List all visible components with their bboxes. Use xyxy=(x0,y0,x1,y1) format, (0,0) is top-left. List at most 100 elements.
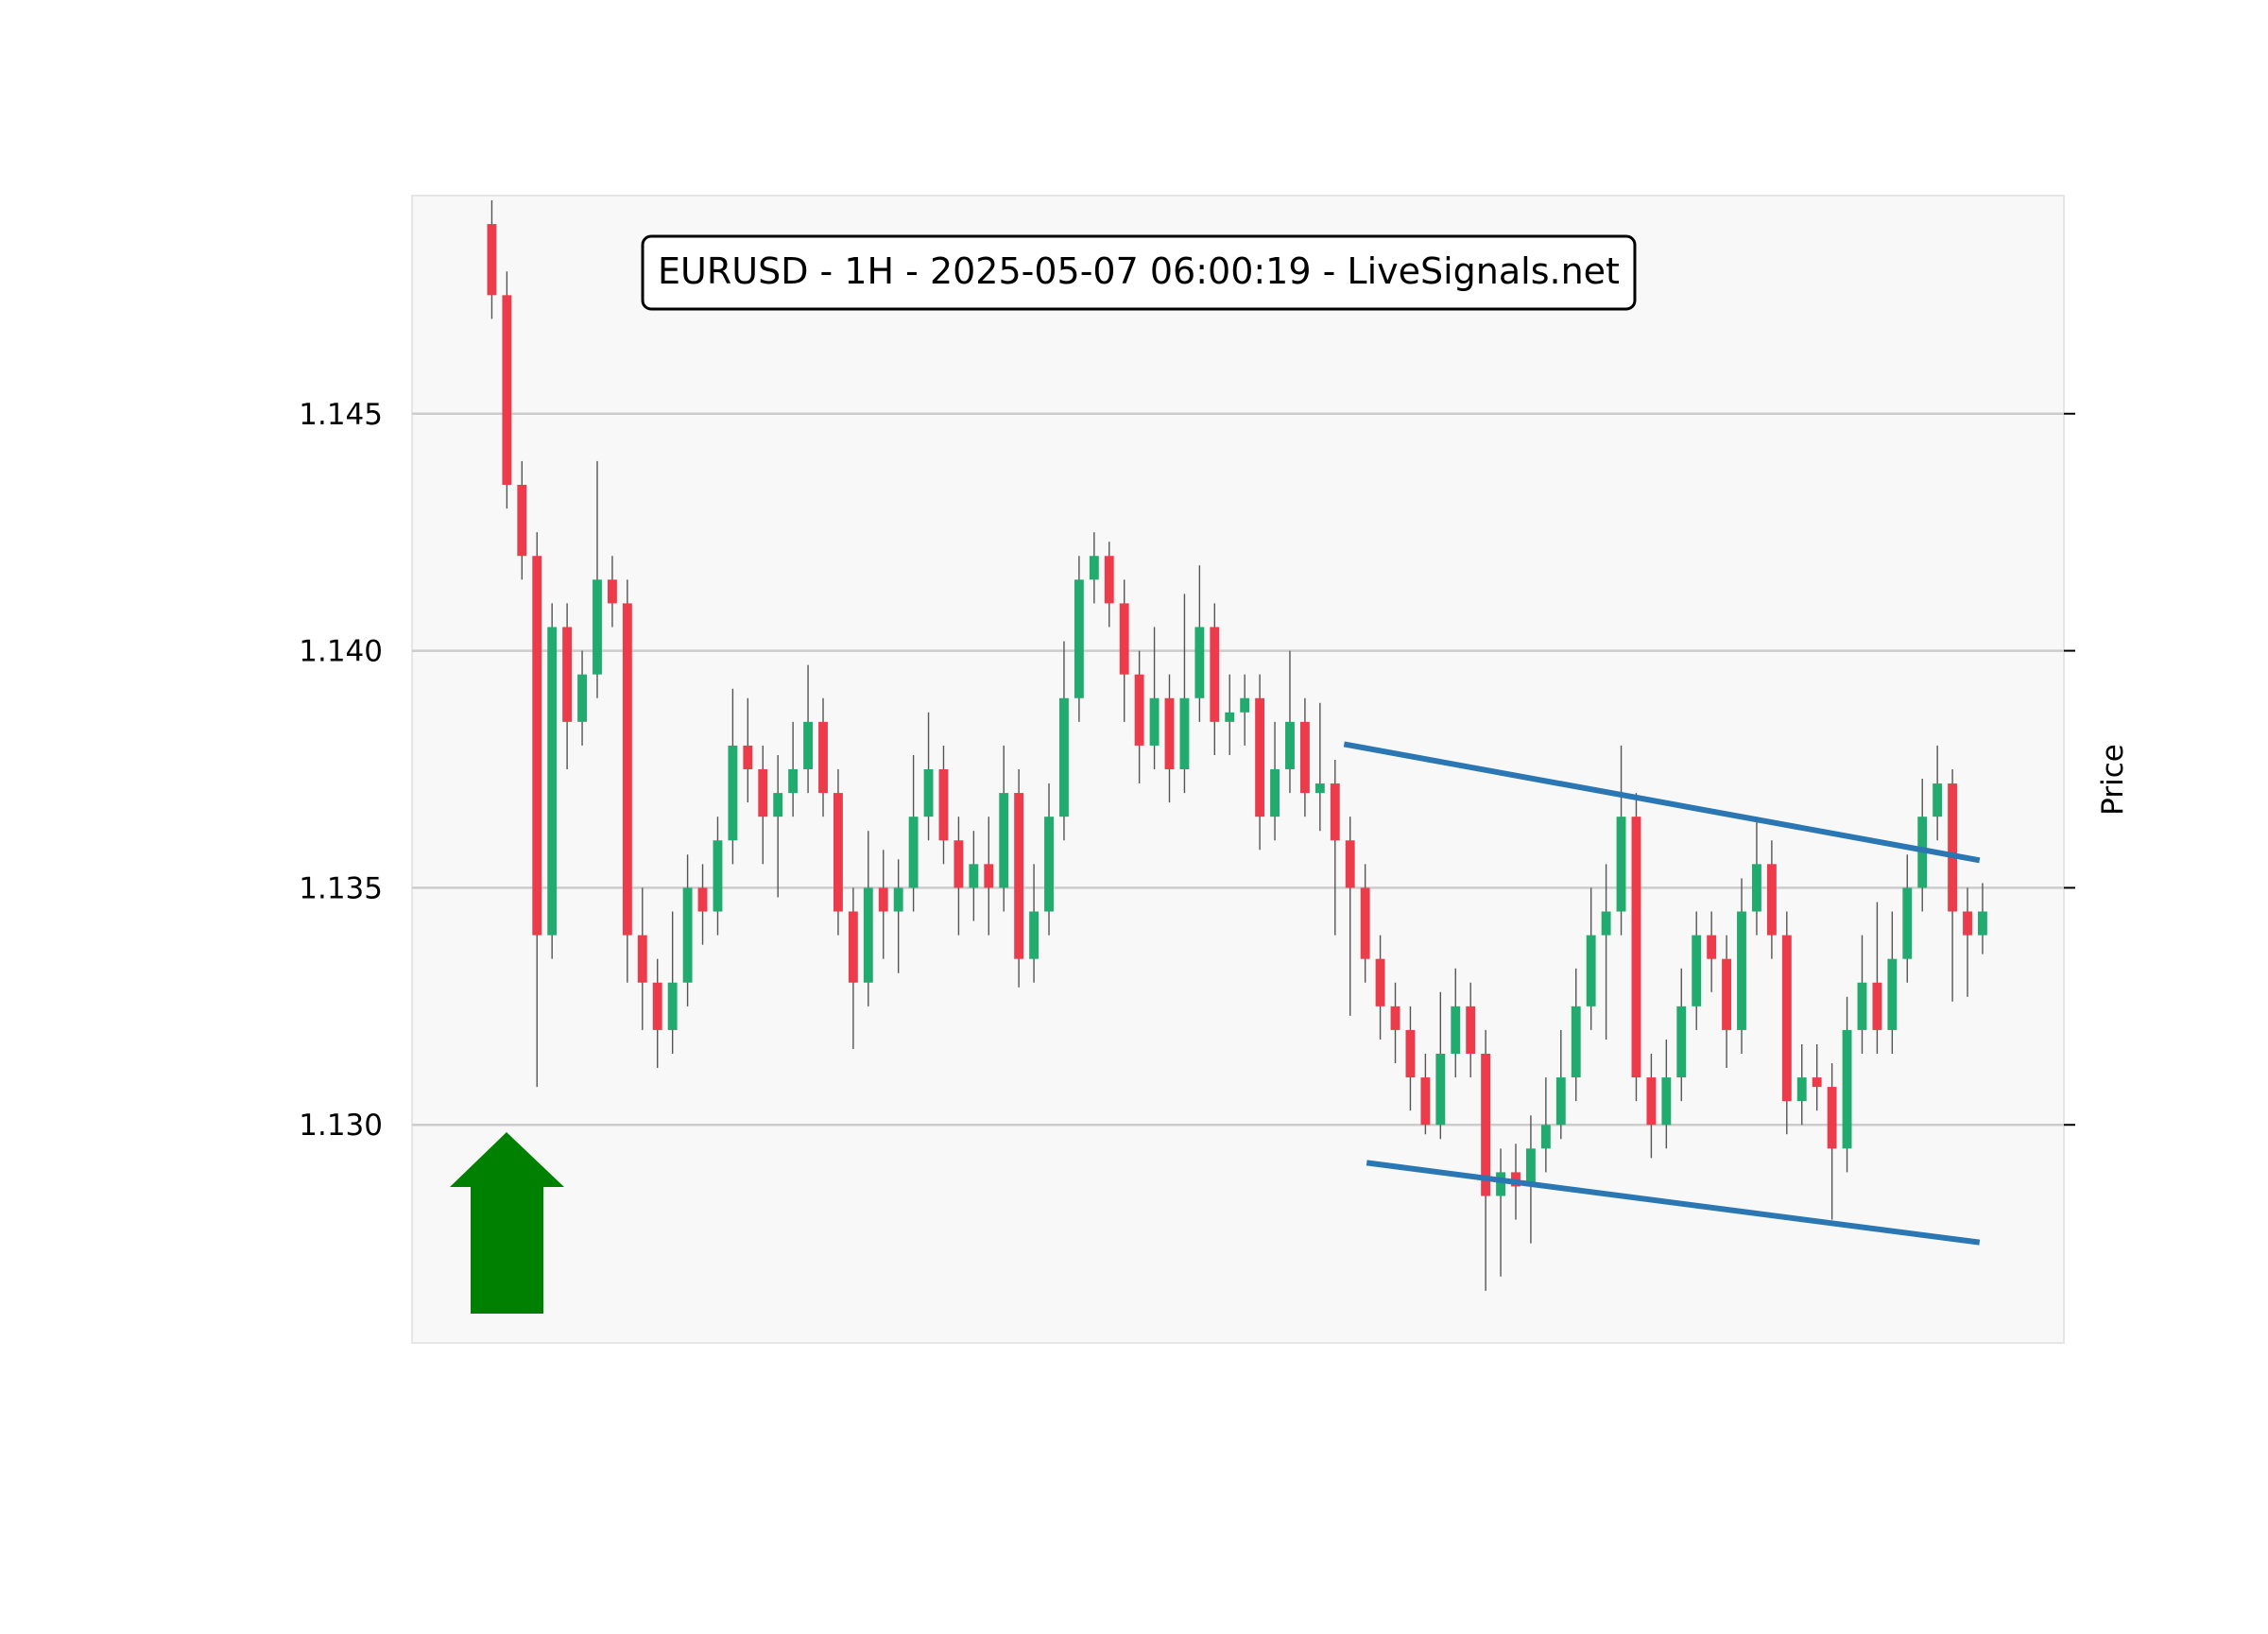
candle-body xyxy=(1210,627,1220,722)
candle-body xyxy=(1676,1006,1687,1078)
trend-lines xyxy=(1343,741,1981,1246)
candle-body xyxy=(1345,840,1355,888)
candle-body xyxy=(1722,958,1732,1030)
candle-body xyxy=(1978,911,1987,936)
candle-body xyxy=(1435,1053,1446,1126)
candle-body xyxy=(803,721,814,769)
candle-body xyxy=(1737,911,1746,1030)
candle-body xyxy=(1299,721,1310,794)
candle-body xyxy=(517,485,527,557)
candle-body xyxy=(1194,627,1205,698)
y-tick-label: 1.130 xyxy=(299,1109,383,1143)
candle-body xyxy=(1104,556,1114,604)
candle-body xyxy=(1812,1077,1822,1088)
title-box xyxy=(641,234,1637,311)
candle-body xyxy=(743,745,753,769)
candle-body xyxy=(577,674,587,722)
candle-body xyxy=(1089,556,1099,580)
candle-body xyxy=(1059,697,1069,817)
candle-body xyxy=(1540,1125,1551,1149)
candle-body xyxy=(728,745,738,841)
candle-body xyxy=(1842,1029,1852,1149)
candle-body xyxy=(1119,603,1129,675)
candle-body xyxy=(1963,911,1972,936)
candle-body xyxy=(908,817,919,888)
candle-body xyxy=(1164,697,1175,769)
candle-body xyxy=(1872,982,1882,1030)
candle-body xyxy=(1044,817,1054,912)
candle-body xyxy=(1074,579,1084,698)
candle-body xyxy=(532,556,542,936)
candle-body xyxy=(1330,783,1340,841)
candle-body xyxy=(1661,1077,1672,1126)
candle-body xyxy=(502,295,512,486)
candle-body xyxy=(773,793,783,817)
candle-body xyxy=(984,864,994,888)
y-tick-label: 1.140 xyxy=(299,635,383,669)
candle-body xyxy=(1225,712,1235,722)
candle-body xyxy=(1646,1077,1657,1126)
candle-body xyxy=(682,887,693,983)
candle-body xyxy=(593,579,602,675)
candle-body xyxy=(758,769,768,817)
candle-body xyxy=(863,887,873,983)
candle-body xyxy=(1420,1077,1431,1126)
candle-body xyxy=(1134,674,1144,746)
candle-body xyxy=(1405,1029,1416,1078)
y-tick-label: 1.145 xyxy=(299,398,383,432)
candle-body xyxy=(1751,864,1761,912)
candle-body xyxy=(1933,783,1943,817)
candle-body xyxy=(1586,935,1596,1006)
candle-body xyxy=(1314,783,1325,794)
trend-line xyxy=(1343,741,1981,864)
candle-body xyxy=(1796,1077,1807,1102)
candle-body xyxy=(1496,1172,1505,1196)
candle-body xyxy=(923,769,934,817)
candle-body xyxy=(1029,911,1040,959)
candle-body xyxy=(562,627,573,722)
candle-body xyxy=(1360,887,1370,959)
candle-body xyxy=(1781,935,1792,1102)
candle-body xyxy=(1707,935,1717,959)
candle-body xyxy=(1270,769,1280,817)
candle-body xyxy=(1466,1006,1476,1054)
candle-body xyxy=(1285,721,1295,769)
candle-body xyxy=(1601,911,1611,936)
candle-body xyxy=(1255,697,1265,817)
candle-body xyxy=(893,887,903,912)
candle-body xyxy=(848,911,858,983)
candle-body xyxy=(1857,982,1867,1030)
candle-body xyxy=(954,840,964,888)
y-axis-label: Price xyxy=(2096,744,2130,816)
candle-body xyxy=(1014,793,1024,959)
candle-body xyxy=(1481,1053,1491,1196)
candle-body xyxy=(1902,887,1913,959)
candle-body xyxy=(1827,1087,1837,1149)
candle-body xyxy=(1375,958,1385,1006)
candle-body xyxy=(697,887,708,912)
candle-body xyxy=(1390,1006,1400,1030)
chart-title: EURUSD - 1H - 2025-05-07 06:00:19 - Live… xyxy=(658,250,1620,292)
plot-area xyxy=(411,195,2065,1344)
candle-body xyxy=(607,579,617,604)
y-tick-label: 1.135 xyxy=(299,871,383,905)
candle-body xyxy=(878,887,888,912)
candle-body xyxy=(818,721,828,794)
trend-line xyxy=(1366,1160,1981,1246)
candle-body xyxy=(713,840,723,912)
candle-body xyxy=(637,935,647,983)
candle-body xyxy=(1525,1148,1536,1187)
candle-body xyxy=(667,982,678,1030)
candle-body xyxy=(652,982,662,1030)
candle-body xyxy=(1887,958,1898,1030)
candle-body xyxy=(1948,783,1958,912)
candle-body xyxy=(487,224,497,296)
signal-arrow xyxy=(450,1132,564,1314)
candle-body xyxy=(1616,817,1626,912)
candle-body xyxy=(1240,697,1250,713)
candle-body xyxy=(833,793,843,912)
candle-body xyxy=(999,793,1009,888)
candle-body xyxy=(1631,817,1641,1078)
